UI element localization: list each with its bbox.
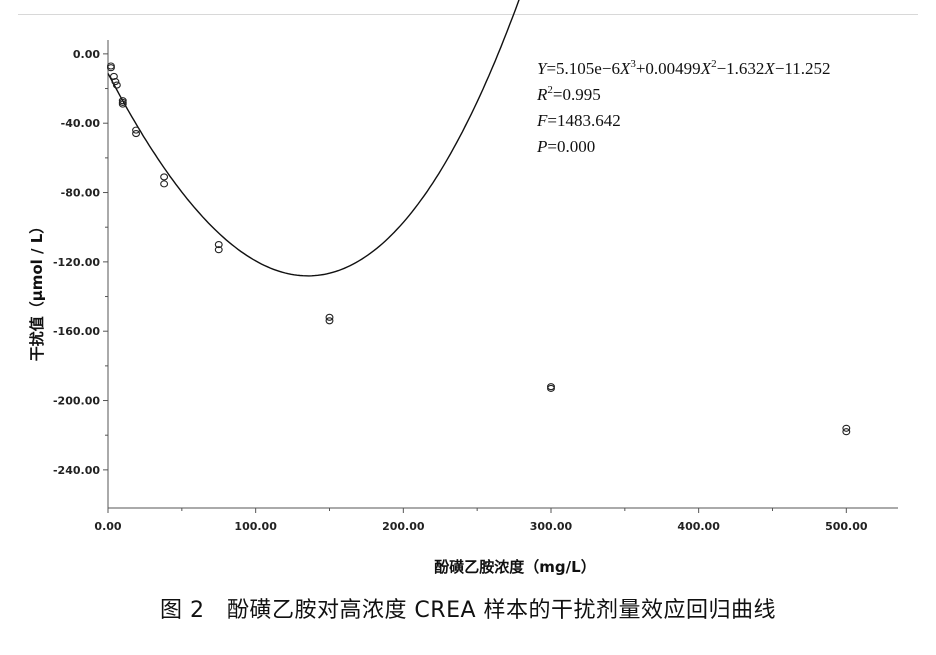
figure-caption: 图 2 酚磺乙胺对高浓度 CREA 样本的干扰剂量效应回归曲线: [159, 598, 777, 623]
x-tick-label: 300.00: [530, 520, 573, 533]
y-tick-label: -40.00: [61, 117, 101, 130]
x-tick-label: 100.00: [234, 520, 277, 533]
f-statistic-label: F=1483.642: [536, 111, 621, 130]
x-axis-title: 酚磺乙胺浓度（mg/L）: [434, 558, 595, 576]
data-point: [111, 78, 120, 86]
data-point: [132, 126, 141, 134]
regression-curve: [107, 0, 520, 277]
x-tick-label: 400.00: [677, 520, 720, 533]
data-point: [112, 81, 121, 89]
data-points: [107, 62, 851, 436]
data-point: [109, 72, 118, 80]
y-tick-label: -200.00: [53, 395, 100, 408]
y-tick-label: -240.00: [53, 464, 100, 477]
r-squared-label: R2=0.995: [536, 84, 601, 104]
y-axis-ticks: 0.00 -40.00 -80.00 -120.00 -160.00 -200.00 -24…: [53, 48, 108, 477]
data-point: [160, 173, 169, 181]
data-point: [160, 180, 169, 188]
top-rule: [18, 14, 918, 15]
data-point: [118, 100, 127, 108]
x-tick-label: 500.00: [825, 520, 868, 533]
y-tick-label: -120.00: [53, 256, 100, 269]
y-tick-label: 0.00: [73, 48, 100, 61]
x-tick-label: 0.00: [94, 520, 121, 533]
p-value-label: P=0.000: [536, 137, 595, 156]
x-tick-label: 200.00: [382, 520, 425, 533]
x-axis-ticks: 0.00 100.00 200.00 300.00 400.00 500.00: [94, 508, 868, 533]
stats-annotation: Y=5.105e−6X3+0.00499X2−1.632X−11.252 R2=…: [536, 58, 831, 156]
data-point: [132, 130, 141, 138]
data-point: [214, 240, 223, 249]
y-tick-label: -160.00: [53, 325, 100, 338]
y-tick-label: -80.00: [61, 187, 101, 200]
data-point: [325, 317, 334, 325]
equation-label: Y=5.105e−6X3+0.00499X2−1.632X−11.252: [537, 58, 831, 78]
data-point: [214, 246, 223, 254]
data-point: [842, 428, 851, 436]
data-point: [842, 424, 851, 432]
data-point: [325, 313, 334, 321]
regression-chart: 0.00 100.00 200.00 300.00 400.00 500.00 0.00 -…: [28, 0, 898, 576]
axes: [107, 40, 898, 509]
y-axis-title: 干扰值（μmol / L）: [28, 219, 46, 362]
data-point: [107, 64, 115, 72]
data-point: [547, 384, 555, 392]
